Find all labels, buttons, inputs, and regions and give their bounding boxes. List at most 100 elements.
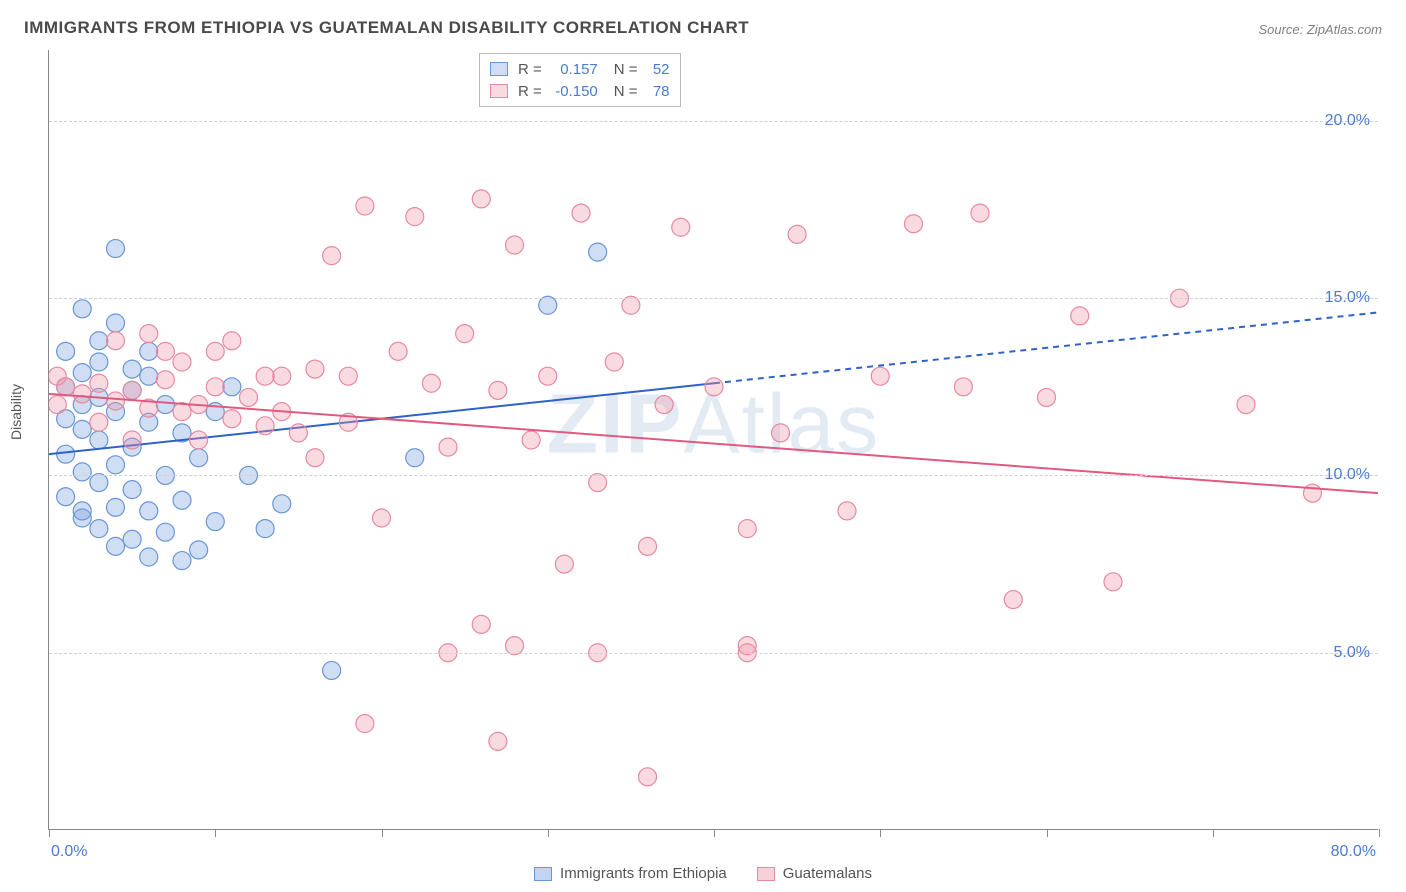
data-point — [555, 555, 573, 573]
y-tick-label: 15.0% — [1325, 289, 1370, 307]
data-point — [456, 325, 474, 343]
y-tick-label: 10.0% — [1325, 466, 1370, 484]
data-point — [356, 197, 374, 215]
data-point — [173, 552, 191, 570]
legend-row: R =-0.150N =78 — [490, 80, 670, 102]
legend-row: R = 0.157 N = 52 — [490, 58, 670, 80]
trend-line — [714, 312, 1378, 383]
data-point — [339, 367, 357, 385]
data-point — [140, 502, 158, 520]
data-point — [123, 381, 141, 399]
data-point — [406, 449, 424, 467]
data-point — [140, 367, 158, 385]
data-point — [57, 342, 75, 360]
data-point — [206, 513, 224, 531]
chart-svg — [49, 50, 1378, 829]
gridline — [49, 121, 1378, 122]
data-point — [206, 378, 224, 396]
data-point — [539, 367, 557, 385]
data-point — [356, 715, 374, 733]
chart-title: IMMIGRANTS FROM ETHIOPIA VS GUATEMALAN D… — [24, 18, 749, 38]
data-point — [57, 488, 75, 506]
legend-swatch — [490, 62, 508, 76]
gridline — [49, 298, 1378, 299]
legend-r-value: -0.150 — [548, 83, 598, 100]
data-point — [90, 431, 108, 449]
data-point — [57, 378, 75, 396]
data-point — [389, 342, 407, 360]
data-point — [107, 456, 125, 474]
data-point — [323, 247, 341, 265]
data-point — [140, 325, 158, 343]
data-point — [49, 396, 66, 414]
data-point — [107, 392, 125, 410]
data-point — [223, 410, 241, 428]
data-point — [156, 396, 174, 414]
data-point — [1038, 388, 1056, 406]
data-point — [223, 378, 241, 396]
data-point — [173, 403, 191, 421]
legend-r-label: R = — [518, 61, 542, 78]
data-point — [107, 332, 125, 350]
legend-n-label: N = — [614, 61, 638, 78]
data-point — [123, 530, 141, 548]
data-point — [971, 204, 989, 222]
legend-r-label: R = — [518, 83, 542, 100]
data-point — [190, 541, 208, 559]
data-point — [57, 445, 75, 463]
y-tick-label: 20.0% — [1325, 112, 1370, 130]
data-point — [489, 732, 507, 750]
legend-n-value: 52 — [644, 61, 670, 78]
data-point — [289, 424, 307, 442]
data-point — [123, 360, 141, 378]
x-tick — [215, 829, 216, 837]
data-point — [489, 381, 507, 399]
source-label: Source: ZipAtlas.com — [1258, 22, 1382, 37]
x-tick — [1047, 829, 1048, 837]
correlation-legend: R =0.157N =52R =-0.150N =78 — [479, 53, 681, 107]
data-point — [672, 218, 690, 236]
data-point — [422, 374, 440, 392]
x-tick — [880, 829, 881, 837]
x-tick — [1379, 829, 1380, 837]
data-point — [90, 413, 108, 431]
legend-swatch — [490, 84, 508, 98]
data-point — [954, 378, 972, 396]
data-point — [73, 364, 91, 382]
data-point — [705, 378, 723, 396]
x-tick-label: 0.0% — [51, 843, 87, 861]
legend-r-value: 0.157 — [548, 61, 598, 78]
data-point — [73, 420, 91, 438]
data-point — [273, 367, 291, 385]
data-point — [156, 342, 174, 360]
data-point — [472, 615, 490, 633]
data-point — [240, 388, 258, 406]
data-point — [140, 342, 158, 360]
y-axis-label: Disability — [8, 384, 24, 440]
data-point — [373, 509, 391, 527]
legend-label: Guatemalans — [783, 865, 872, 882]
data-point — [838, 502, 856, 520]
data-point — [173, 491, 191, 509]
data-point — [107, 498, 125, 516]
data-point — [439, 438, 457, 456]
data-point — [905, 215, 923, 233]
legend-item: Immigrants from Ethiopia — [534, 865, 727, 882]
data-point — [73, 502, 91, 520]
data-point — [1004, 591, 1022, 609]
data-point — [206, 342, 224, 360]
data-point — [306, 360, 324, 378]
data-point — [156, 371, 174, 389]
data-point — [123, 481, 141, 499]
legend-swatch — [534, 867, 552, 881]
data-point — [738, 520, 756, 538]
data-point — [256, 367, 274, 385]
data-point — [1071, 307, 1089, 325]
x-tick-label: 80.0% — [1331, 843, 1376, 861]
x-tick — [382, 829, 383, 837]
data-point — [73, 463, 91, 481]
data-point — [1237, 396, 1255, 414]
plot-area: ZIPAtlas R =0.157N =52R =-0.150N =78 5.0… — [48, 50, 1378, 830]
data-point — [156, 523, 174, 541]
data-point — [223, 332, 241, 350]
